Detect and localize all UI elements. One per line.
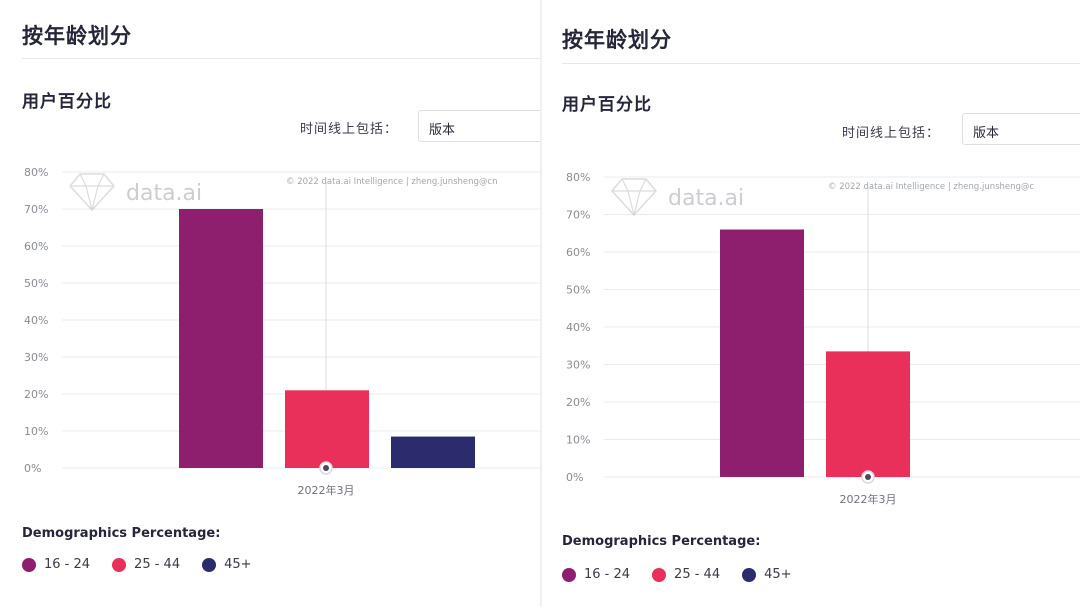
panel-divider [540,0,542,607]
legend-item-16-24[interactable]: 16 - 24 [22,557,90,572]
watermark-text: data.ai [126,181,202,206]
legend-item-25-44[interactable]: 25 - 44 [652,567,720,582]
timeline-filter-label: 时间线上包括： [842,126,941,141]
chart-legend: 16 - 24 25 - 44 45+ [562,567,792,582]
legend-dot-25-44 [112,557,127,572]
bar-45[interactable] [391,436,475,468]
y-tick-label: 60% [566,246,590,259]
data-ai-logo [611,178,657,217]
y-tick-label: 30% [566,359,590,372]
legend-label: 16 - 24 [584,567,631,582]
legend-item-45-plus[interactable]: 45+ [742,567,792,582]
hover-marker-center [865,474,871,480]
x-tick-label: 2022年3月 [298,483,355,497]
chart-subtitle: 用户百分比 [562,95,652,115]
chart-axis-labels: 0% 10% 20% 30% 40% 50% 60% 70% 80% 2022年3月 [24,166,355,497]
hover-marker-center [323,465,329,471]
data-ai-logo [69,173,115,212]
y-tick-label: 50% [24,277,48,290]
legend-label: 45+ [764,567,792,582]
age-bar-chart: data.ai © 2022 data.ai Intelligence | zhe… [24,166,540,497]
bar-16-24[interactable] [720,229,804,478]
y-tick-label: 70% [24,203,48,216]
legend-item-45-plus[interactable]: 45+ [202,557,252,572]
chart-bars [179,209,475,475]
y-tick-label: 80% [566,171,590,184]
legend-item-16-24[interactable]: 16 - 24 [562,567,630,582]
bar-25-44[interactable] [285,390,369,468]
y-tick-label: 80% [24,166,48,179]
y-tick-label: 20% [24,388,48,401]
x-tick-label: 2022年3月 [840,492,897,506]
copyright-text: © 2022 data.ai Intelligence | zheng.juns… [828,182,1034,192]
y-tick-label: 40% [24,314,48,327]
y-tick-label: 20% [566,396,590,409]
age-panel-right: 按年龄划分 用户百分比 时间线上包括： 版本 data.ai © 2022 dat… [542,0,1080,607]
legend-dot-16-24 [562,567,576,582]
y-tick-label: 0% [24,462,41,475]
chart-bars [720,229,910,484]
y-tick-label: 30% [24,351,48,364]
legend-dot-45-plus [742,567,757,582]
legend-dot-16-24 [22,557,36,572]
legend-label: 45+ [224,557,252,572]
legend-dot-45-plus [202,557,217,572]
age-bar-chart: data.ai © 2022 data.ai Intelligence | zhe… [566,171,1080,506]
title-divider [22,58,540,59]
timeline-filter-select[interactable]: 版本 [962,113,1080,145]
chart-watermark: data.ai © 2022 data.ai Intelligence | zhe… [69,173,497,212]
legend-label: 16 - 24 [44,557,91,572]
section-title: 按年龄划分 [22,24,132,48]
y-tick-label: 50% [566,284,590,297]
age-panel-left: 按年龄划分 用户百分比 时间线上包括： 版本 data.ai © 2022 dat… [22,24,540,572]
bar-25-44[interactable] [826,351,910,477]
legend-title: Demographics Percentage: [22,526,221,541]
y-tick-label: 10% [24,425,48,438]
chart-subtitle: 用户百分比 [22,92,112,112]
legend-item-25-44[interactable]: 25 - 44 [112,557,180,572]
title-divider [562,63,1080,64]
chart-axis-labels: 0% 10% 20% 30% 40% 50% 60% 70% 80% 2022年3月 [566,171,897,506]
y-tick-label: 0% [566,471,583,484]
timeline-filter-label: 时间线上包括： [300,122,399,137]
legend-label: 25 - 44 [134,557,181,572]
chart-legend: 16 - 24 25 - 44 45+ [22,557,252,572]
timeline-filter-select[interactable]: 版本 [418,110,540,142]
legend-title: Demographics Percentage: [562,534,761,549]
bar-16-24[interactable] [179,209,263,468]
section-title: 按年龄划分 [562,28,672,52]
copyright-text: © 2022 data.ai Intelligence | zheng.juns… [286,177,497,187]
chart-watermark: data.ai © 2022 data.ai Intelligence | zhe… [611,178,1034,217]
y-tick-label: 60% [24,240,48,253]
y-tick-label: 10% [566,434,590,447]
y-tick-label: 40% [566,321,590,334]
watermark-text: data.ai [668,186,744,211]
y-tick-label: 70% [566,209,590,222]
legend-label: 25 - 44 [674,567,721,582]
legend-dot-25-44 [652,567,667,582]
